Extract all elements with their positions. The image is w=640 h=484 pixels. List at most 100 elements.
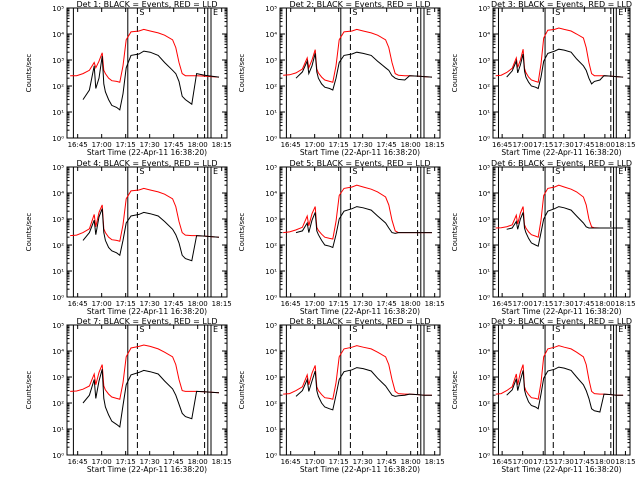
- lld-series-line: [495, 27, 624, 83]
- time-marker-label: E: [213, 8, 218, 17]
- x-tick-label: 17:00: [305, 458, 325, 466]
- x-tick-label: 17:15: [329, 141, 349, 149]
- y-tick-label: 10³: [478, 216, 490, 224]
- x-tick-label: 17:45: [164, 141, 184, 149]
- x-tick-label: 17:15: [533, 141, 553, 149]
- y-axis-label: Counts/sec: [25, 213, 33, 252]
- x-tick-label: 18:15: [425, 141, 445, 149]
- events-series-line: [295, 367, 432, 411]
- panel-title: Det 5: BLACK = Events, RED = LLD: [290, 159, 431, 168]
- x-axis-label: Start Time (22-Apr-11 16:38:20): [501, 148, 621, 157]
- time-marker-label: E: [618, 325, 623, 334]
- y-tick-label: 10⁵: [52, 322, 64, 330]
- x-tick-label: 17:00: [305, 300, 325, 308]
- x-axis-label: Start Time (22-Apr-11 16:38:20): [87, 465, 207, 474]
- panel-title: Det 1: BLACK = Events, RED = LLD: [77, 0, 218, 9]
- x-tick-label: 17:45: [574, 458, 594, 466]
- x-axis-label: Start Time (22-Apr-11 16:38:20): [300, 465, 420, 474]
- y-tick-label: 10¹: [265, 109, 277, 117]
- y-tick-label: 10⁰: [478, 135, 490, 143]
- panel-title: Det 4: BLACK = Events, RED = LLD: [77, 159, 218, 168]
- y-tick-label: 10⁵: [478, 322, 490, 330]
- y-tick-label: 10⁰: [265, 452, 277, 460]
- y-tick-label: 10³: [52, 57, 64, 65]
- y-tick-label: 10²: [52, 242, 64, 250]
- x-tick-label: 17:45: [377, 300, 397, 308]
- y-tick-label: 10³: [52, 216, 64, 224]
- x-tick-label: 17:30: [353, 141, 373, 149]
- plot-frame: [279, 324, 441, 456]
- y-tick-label: 10¹: [478, 426, 490, 434]
- y-tick-label: 10⁰: [52, 452, 64, 460]
- y-tick-label: 10⁰: [478, 294, 490, 302]
- x-tick-label: 18:15: [212, 141, 232, 149]
- plot-frame: [492, 324, 631, 456]
- y-tick-label: 10¹: [265, 268, 277, 276]
- y-tick-label: 10²: [478, 83, 490, 91]
- events-series-line: [506, 48, 624, 90]
- x-tick-label: 17:30: [353, 458, 373, 466]
- y-tick-label: 10³: [265, 57, 277, 65]
- y-tick-label: 10¹: [52, 268, 64, 276]
- y-tick-label: 10²: [265, 400, 277, 408]
- x-tick-label: 17:30: [554, 141, 574, 149]
- x-tick-label: 16:45: [281, 458, 301, 466]
- y-tick-label: 10⁰: [265, 135, 277, 143]
- time-marker-label: E: [426, 167, 431, 176]
- plot-frame: [66, 166, 228, 298]
- panel-title: Det 7: BLACK = Events, RED = LLD: [77, 317, 218, 326]
- y-tick-label: 10⁵: [265, 322, 277, 330]
- y-tick-label: 10⁵: [478, 164, 490, 172]
- time-marker-label: S: [555, 8, 560, 17]
- x-tick-label: 17:45: [377, 458, 397, 466]
- y-tick-label: 10⁴: [478, 190, 490, 198]
- y-tick-label: 10⁰: [52, 294, 64, 302]
- y-tick-label: 10¹: [265, 426, 277, 434]
- plot-frame: [66, 7, 228, 139]
- x-tick-label: 17:30: [140, 458, 160, 466]
- x-tick-label: 18:00: [401, 141, 421, 149]
- y-tick-label: 10²: [265, 83, 277, 91]
- x-tick-label: 17:30: [554, 300, 574, 308]
- y-tick-label: 10²: [478, 242, 490, 250]
- time-marker-label: S: [352, 8, 357, 17]
- lld-series-line: [283, 184, 432, 240]
- y-tick-label: 10⁵: [478, 5, 490, 13]
- y-tick-label: 10²: [478, 400, 490, 408]
- x-tick-label: 18:15: [212, 458, 232, 466]
- events-series-line: [82, 50, 220, 111]
- x-tick-label: 17:30: [554, 458, 574, 466]
- events-series-line: [82, 208, 220, 262]
- x-tick-label: 18:15: [425, 458, 445, 466]
- x-tick-label: 18:00: [188, 141, 208, 149]
- y-tick-label: 10⁰: [478, 452, 490, 460]
- y-tick-label: 10³: [478, 57, 490, 65]
- x-tick-label: 17:45: [164, 458, 184, 466]
- y-axis-label: Counts/sec: [25, 54, 33, 93]
- y-axis-label: Counts/sec: [451, 213, 459, 252]
- time-marker-label: S: [352, 325, 357, 334]
- x-tick-label: 17:15: [533, 458, 553, 466]
- x-tick-label: 17:45: [164, 300, 184, 308]
- y-tick-label: 10⁴: [52, 190, 64, 198]
- time-marker-label: E: [213, 167, 218, 176]
- x-tick-label: 17:15: [533, 300, 553, 308]
- y-tick-label: 10⁴: [265, 190, 277, 198]
- y-axis-label: Counts/sec: [451, 54, 459, 93]
- y-axis-label: Counts/sec: [238, 54, 246, 93]
- x-tick-label: 16:45: [68, 458, 88, 466]
- y-tick-label: 10³: [265, 374, 277, 382]
- x-tick-label: 16:45: [492, 300, 512, 308]
- x-tick-label: 17:30: [140, 300, 160, 308]
- x-tick-label: 16:45: [492, 141, 512, 149]
- x-tick-label: 17:15: [116, 141, 136, 149]
- y-tick-label: 10³: [265, 216, 277, 224]
- x-tick-label: 18:00: [401, 458, 421, 466]
- y-tick-label: 10⁵: [52, 5, 64, 13]
- x-tick-label: 18:15: [615, 300, 635, 308]
- y-tick-label: 10⁴: [265, 31, 277, 39]
- lld-series-line: [283, 28, 433, 83]
